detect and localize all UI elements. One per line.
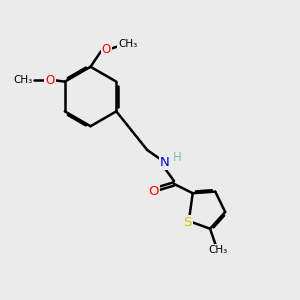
- Text: CH₃: CH₃: [118, 39, 137, 49]
- Text: H: H: [172, 151, 181, 164]
- Text: CH₃: CH₃: [209, 245, 228, 255]
- Text: N: N: [160, 156, 169, 169]
- Text: O: O: [148, 185, 159, 198]
- Text: S: S: [183, 216, 191, 229]
- Text: CH₃: CH₃: [13, 75, 32, 85]
- Text: O: O: [102, 43, 111, 56]
- Text: O: O: [45, 74, 55, 87]
